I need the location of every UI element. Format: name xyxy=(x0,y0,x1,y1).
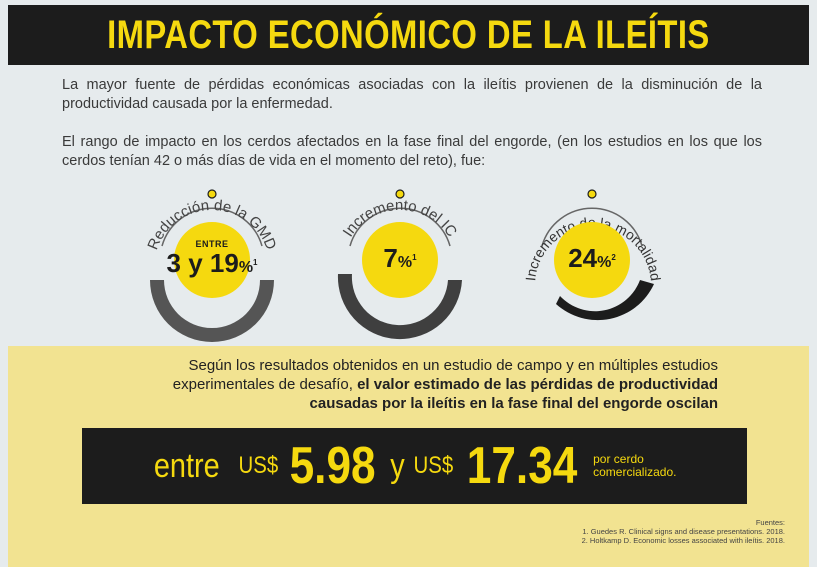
gauge-gmd-value: 3 y 19%1 xyxy=(166,247,258,278)
gauge-ic-level-arc xyxy=(337,274,462,340)
gauge-mortalidad-graphic: Incremento de la mortalidad xyxy=(522,189,664,321)
intro-paragraph-1: La mayor fuente de pérdidas económicas a… xyxy=(62,77,762,112)
page-title: IMPACTO ECONÓMICO DE LA ILEÍTIS xyxy=(107,12,710,57)
price-high: 17.34 xyxy=(466,437,578,495)
sources-title: Fuentes: xyxy=(755,518,785,527)
gauge-ic-top-arc xyxy=(349,207,451,247)
price-range-bar: entre US$ 5.98 y US$ 17.34 por cerdo com… xyxy=(82,428,747,504)
gauge-ic-value-box: 7%1 xyxy=(360,232,440,288)
gauge-gmd: Reducción de la GMD ENTRE 3 y 19%1 xyxy=(132,176,292,342)
price-low: 5.98 xyxy=(289,437,376,495)
gauge-mortalidad-value-box: 24%2 xyxy=(552,232,632,288)
gauge-gmd-center xyxy=(174,222,250,298)
losses-summary: Según los resultados obtenidos en un est… xyxy=(106,356,718,413)
summary-bold-text: el valor estimado de las pérdidas de pro… xyxy=(309,376,718,412)
gauge-ic-value: 7%1 xyxy=(383,242,417,273)
gauge-gmd-prefix: ENTRE xyxy=(195,238,229,249)
summary-normal-text: Según los resultados obtenidos en un est… xyxy=(172,357,718,393)
gauge-gmd-graphic: Reducción de la GMD xyxy=(144,189,280,342)
intro-paragraph-2: El rango de impacto en los cerdos afecta… xyxy=(62,134,762,169)
gauge-gmd-value-box: ENTRE 3 y 19%1 xyxy=(167,232,258,288)
gauge-mortalidad-center xyxy=(554,222,630,298)
price-entre: entre xyxy=(153,446,220,485)
gauge-ic-dot xyxy=(395,189,405,199)
gauge-mortalidad: Incremento de la mortalidad 24%2 xyxy=(512,176,672,336)
price-currency-high: US$ xyxy=(413,452,454,479)
source-2: 2. Holtkamp D. Economic losses associate… xyxy=(581,536,785,545)
source-1: 1. Guedes R. Clinical signs and disease … xyxy=(582,527,785,536)
intro-text: La mayor fuente de pérdidas económicas a… xyxy=(62,76,762,171)
price-y: y xyxy=(390,446,406,485)
gauge-gmd-dot xyxy=(207,189,217,199)
header-banner: IMPACTO ECONÓMICO DE LA ILEÍTIS xyxy=(8,5,809,65)
gauge-mortalidad-dot xyxy=(587,189,597,199)
price-unit: por cerdo comercializado. xyxy=(593,452,677,479)
gauge-mortalidad-top-arc xyxy=(541,207,643,247)
gauge-ic-graphic: Incremento del IC xyxy=(337,189,462,340)
price-currency-low: US$ xyxy=(238,452,279,479)
gauge-mortalidad-level-arc xyxy=(556,280,654,321)
sources: Fuentes: 1. Guedes R. Clinical signs and… xyxy=(582,518,785,545)
gauge-ic-center xyxy=(362,222,438,298)
losses-panel: Según los resultados obtenidos en un est… xyxy=(8,346,809,567)
gauge-ic: Incremento del IC 7%1 xyxy=(320,176,480,340)
gauge-gmd-level-arc xyxy=(150,280,274,342)
gauges-row: Reducción de la GMD ENTRE 3 y 19%1 Incre… xyxy=(0,176,817,346)
gauge-mortalidad-value: 24%2 xyxy=(568,242,616,273)
gauge-gmd-top-arc xyxy=(161,207,263,247)
